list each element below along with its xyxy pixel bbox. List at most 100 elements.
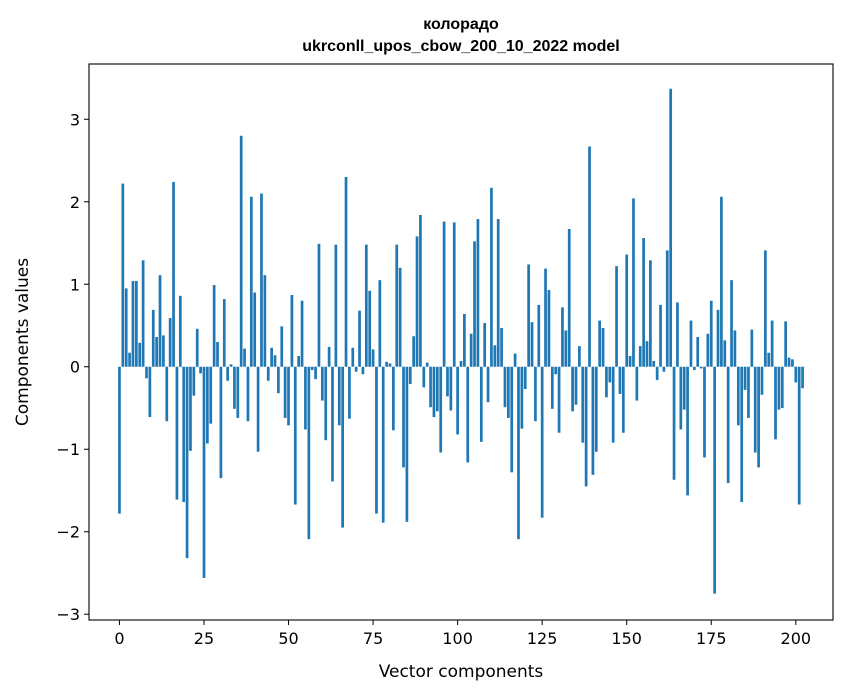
- bar: [652, 360, 656, 367]
- bar: [621, 366, 625, 433]
- bar: [503, 366, 507, 408]
- bar: [791, 359, 794, 367]
- bar: [703, 366, 706, 458]
- bar: [435, 366, 439, 412]
- bar: [506, 366, 510, 418]
- bar: [784, 321, 788, 367]
- plot-area-frame: [88, 63, 834, 621]
- bar: [764, 250, 767, 367]
- bar: [226, 366, 230, 381]
- bar: [398, 267, 402, 367]
- bar: [392, 366, 395, 431]
- bar: [327, 346, 331, 367]
- bar: [561, 307, 564, 367]
- bar: [510, 366, 514, 473]
- bar: [304, 366, 307, 430]
- bar: [628, 356, 632, 367]
- bar: [669, 88, 673, 367]
- bar: [581, 366, 585, 443]
- bar: [131, 280, 135, 367]
- bar: [442, 221, 446, 367]
- bar: [148, 366, 152, 418]
- bar: [452, 222, 456, 367]
- bar: [720, 196, 723, 367]
- bar: [348, 366, 351, 419]
- bar: [168, 318, 172, 367]
- bar: [260, 193, 263, 367]
- bar: [361, 366, 365, 375]
- bar: [544, 268, 547, 367]
- bar: [138, 342, 142, 367]
- bar: [608, 366, 612, 383]
- bar: [419, 214, 422, 367]
- bar: [591, 366, 595, 475]
- bar: [726, 366, 730, 484]
- bar: [402, 366, 405, 468]
- bar: [358, 310, 361, 367]
- bar: [155, 337, 158, 367]
- bar: [222, 299, 226, 367]
- bar: [682, 366, 686, 410]
- bar: [672, 366, 676, 480]
- bar: [317, 243, 321, 367]
- bar: [388, 363, 392, 367]
- bar: [534, 366, 537, 422]
- bar: [408, 366, 412, 385]
- bar: [412, 336, 416, 367]
- bar: [239, 135, 243, 367]
- bar: [564, 330, 568, 367]
- x-tick-label: 200: [781, 629, 812, 648]
- bar: [236, 366, 240, 418]
- bar: [192, 366, 196, 396]
- bar: [554, 366, 558, 375]
- bar: [314, 366, 317, 380]
- bar: [219, 366, 223, 479]
- bar: [777, 366, 781, 410]
- bar: [118, 366, 121, 514]
- bar: [770, 320, 774, 367]
- bar: [300, 300, 304, 367]
- y-tick-label: 1: [70, 275, 80, 294]
- bar: [743, 366, 747, 390]
- chart-title-line2: ukrconll_upos_cbow_200_10_2022 model: [302, 38, 619, 55]
- bar: [354, 366, 358, 372]
- bar: [713, 366, 716, 594]
- bar: [341, 366, 344, 528]
- bar: [594, 366, 598, 452]
- bar: [290, 294, 294, 367]
- bar: [158, 275, 162, 367]
- x-tick-label: 75: [363, 629, 383, 648]
- x-tick-label: 50: [278, 629, 298, 648]
- bar: [493, 345, 497, 367]
- bar: [243, 348, 246, 367]
- bar: [337, 366, 341, 426]
- bar: [253, 292, 257, 367]
- bar: [185, 366, 189, 559]
- bar: [473, 241, 476, 367]
- bar: [490, 187, 493, 367]
- bar: [273, 355, 277, 367]
- bar: [523, 366, 527, 390]
- bar: [476, 219, 480, 367]
- bar: [216, 342, 219, 367]
- bar: [121, 183, 125, 367]
- bar: [520, 366, 524, 429]
- bar: [206, 366, 209, 444]
- bar: [199, 366, 202, 374]
- bar: [172, 181, 175, 367]
- bar: [324, 366, 328, 441]
- bar: [486, 366, 490, 403]
- bar: [385, 361, 388, 367]
- bar: [162, 335, 165, 367]
- bar: [635, 366, 639, 401]
- bar: [151, 309, 155, 367]
- bar: [277, 366, 280, 394]
- bar: [145, 366, 148, 379]
- bar: [584, 366, 588, 487]
- bar: [469, 333, 473, 367]
- bar: [794, 366, 798, 383]
- bar: [283, 366, 287, 418]
- bar: [459, 360, 463, 367]
- bar: [527, 264, 530, 367]
- y-tick-label: −2: [56, 523, 80, 542]
